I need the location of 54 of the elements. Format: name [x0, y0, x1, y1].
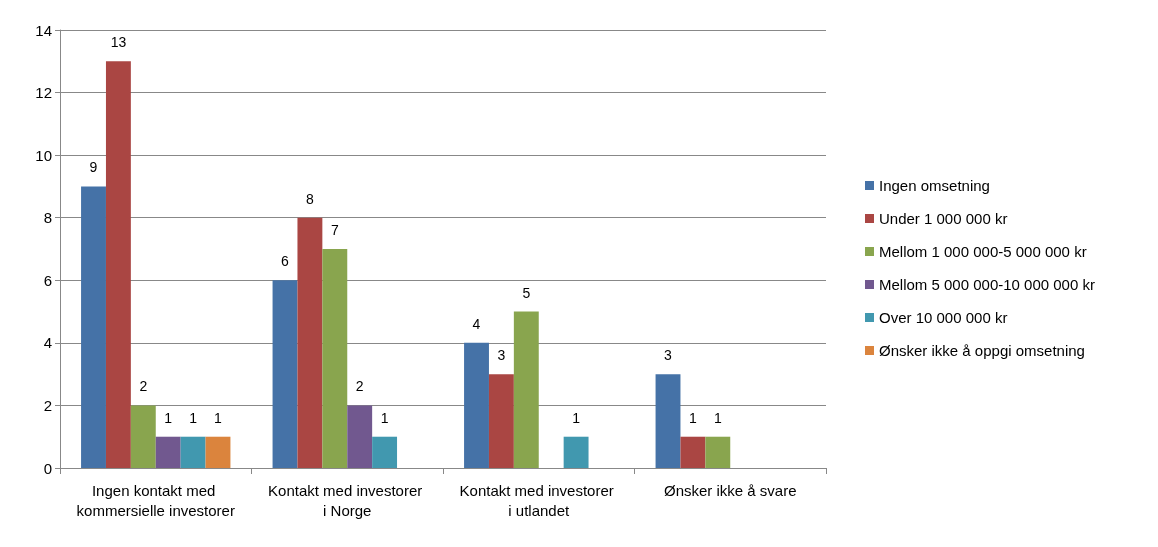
- data-label: 1: [713, 409, 722, 426]
- bar: [155, 436, 181, 468]
- y-tick-label: 4: [43, 334, 52, 352]
- bar: [680, 436, 706, 468]
- bar: [372, 436, 398, 468]
- bar: [563, 436, 589, 468]
- data-label: 7: [330, 222, 339, 238]
- data-label: 13: [110, 34, 127, 51]
- bar: [81, 186, 106, 468]
- y-tick-label: 0: [43, 459, 52, 477]
- data-label: 2: [139, 378, 148, 395]
- y-tick-label: 6: [43, 271, 52, 289]
- data-label: 5: [522, 284, 531, 301]
- legend-label: Over 10 000 000 kr: [879, 309, 1008, 326]
- data-label: 1: [214, 409, 223, 426]
- x-tick-label: Kontakt med investorer i utlandet: [459, 481, 618, 519]
- data-label: 1: [164, 409, 173, 426]
- data-label: 6: [281, 253, 290, 270]
- data-label: 9: [89, 159, 98, 176]
- bar: [272, 280, 298, 468]
- data-label: 8: [306, 190, 315, 207]
- bar: [655, 374, 681, 468]
- bar: [105, 61, 131, 468]
- data-label: 1: [380, 409, 389, 426]
- data-label: 3: [497, 347, 506, 364]
- legend-label: Ingen omsetning: [879, 177, 990, 194]
- bar: [180, 436, 206, 468]
- bar: [297, 217, 323, 468]
- bar: [513, 311, 539, 468]
- x-tick-label: Kontakt med investorer i Norge: [268, 481, 427, 519]
- data-label: 2: [355, 378, 364, 395]
- bar: [488, 374, 514, 468]
- y-tick-label: 10: [35, 146, 52, 164]
- bar: [464, 342, 489, 468]
- bar: [347, 405, 373, 468]
- bar: [130, 405, 156, 468]
- legend-label: Mellom 5 000 000-10 000 000 kr: [879, 276, 1095, 293]
- x-tick-label: Ønsker ikke å svare: [663, 481, 797, 499]
- bar: [705, 436, 731, 468]
- data-label: 1: [189, 409, 198, 426]
- y-tick-label: 8: [43, 209, 52, 227]
- x-tick-label: Ingen kontakt med kommersielle investorer: [76, 481, 235, 519]
- y-tick-label: 2: [43, 396, 52, 414]
- data-label: 4: [472, 315, 481, 332]
- data-label: 1: [572, 409, 581, 426]
- legend-label: Ønsker ikke å oppgi omsetning: [879, 342, 1085, 359]
- data-label: 1: [689, 409, 698, 426]
- bar: [205, 436, 231, 468]
- legend-label: Mellom 1 000 000-5 000 000 kr: [879, 243, 1087, 260]
- legend-label: Under 1 000 000 kr: [879, 210, 1008, 227]
- bar: [322, 249, 348, 468]
- data-label: 3: [664, 347, 673, 364]
- y-tick-label: 12: [35, 84, 52, 102]
- y-tick-label: 14: [35, 21, 52, 39]
